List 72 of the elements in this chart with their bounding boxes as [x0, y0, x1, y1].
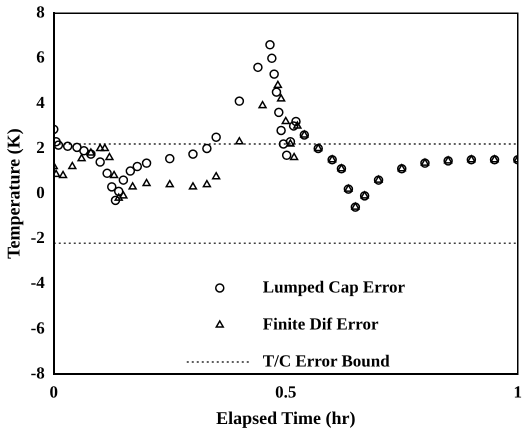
point: [165, 154, 175, 164]
point: [276, 126, 286, 136]
point: [282, 116, 290, 124]
point: [132, 162, 142, 172]
point: [188, 149, 198, 159]
point: [114, 186, 124, 196]
point: [265, 40, 275, 50]
point: [72, 142, 82, 152]
point: [95, 157, 105, 167]
point: [272, 87, 282, 97]
point: [77, 154, 86, 162]
y-axis-title: Temperature (K): [3, 128, 24, 259]
y-tick-label: 2: [36, 138, 45, 157]
point: [202, 144, 212, 154]
point: [118, 175, 128, 185]
y-tick-label: 8: [36, 2, 45, 22]
point: [286, 136, 296, 146]
point: [290, 152, 298, 160]
point: [142, 158, 152, 168]
point: [142, 178, 151, 186]
legend-label: T/C Error Bound: [262, 351, 390, 370]
point: [267, 54, 277, 64]
point: [291, 116, 301, 126]
y-tick-label: -2: [30, 228, 45, 248]
point: [166, 180, 174, 188]
point: [68, 162, 77, 170]
legend-label: Lumped Cap Error: [262, 277, 406, 296]
point: [107, 182, 117, 192]
point: [286, 139, 295, 147]
point: [126, 166, 136, 176]
point: [269, 69, 279, 79]
point: [128, 182, 137, 190]
y-tick-label: 6: [36, 48, 45, 67]
point: [100, 144, 110, 152]
point: [212, 172, 220, 180]
point: [282, 150, 292, 160]
x-tick-label: 0: [50, 382, 58, 402]
y-tick-label: -8: [30, 363, 45, 382]
point: [86, 148, 96, 156]
y-tick-label: -4: [30, 273, 46, 292]
point: [274, 108, 284, 118]
point: [202, 180, 212, 188]
x-axis-title: Elapsed Time (hr): [216, 408, 356, 428]
y-tick-label: 0: [36, 182, 45, 202]
point: [276, 94, 286, 102]
point: [119, 191, 128, 199]
point: [58, 170, 68, 178]
point: [79, 146, 89, 156]
point: [54, 140, 64, 150]
x-tick-label: 0.5: [275, 382, 296, 402]
point: [105, 152, 114, 160]
point: [114, 193, 123, 201]
point: [258, 100, 267, 108]
point: [288, 121, 298, 131]
point: [211, 132, 221, 142]
point: [235, 136, 244, 144]
legend-label: Finite Dif Error: [262, 314, 380, 334]
point: [102, 168, 112, 178]
point: [110, 170, 118, 178]
point: [274, 80, 282, 88]
point: [253, 62, 263, 72]
point: [86, 149, 96, 159]
point: [278, 139, 288, 149]
y-tick-label: -6: [30, 318, 45, 338]
point: [110, 196, 120, 206]
point: [188, 182, 198, 190]
point: [234, 96, 244, 106]
point: [293, 121, 302, 129]
x-tick-label: 1: [514, 382, 522, 402]
point: [96, 144, 104, 152]
point: [62, 141, 72, 151]
y-tick-label: 4: [36, 92, 46, 112]
